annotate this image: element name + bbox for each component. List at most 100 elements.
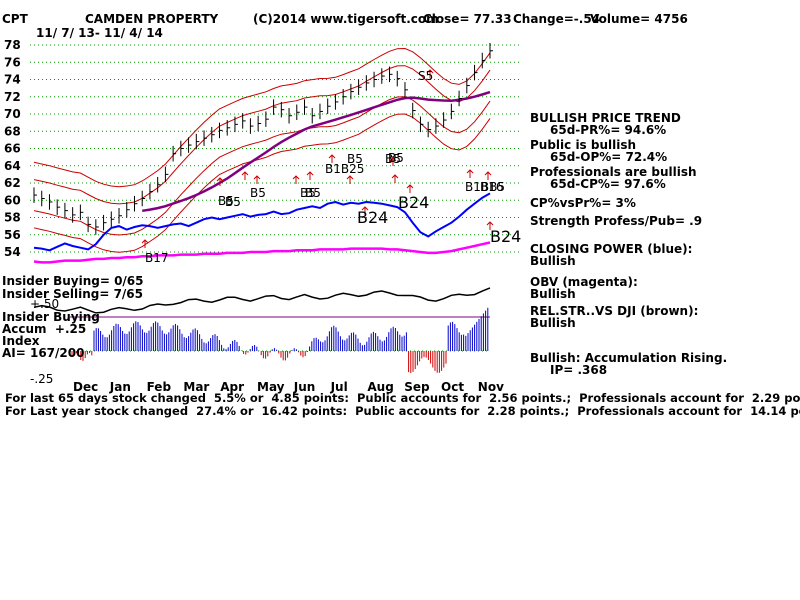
- footer-line-1: For last 65 days stock changed 5.5% or 4…: [5, 391, 800, 405]
- lower-band: [33, 113, 491, 253]
- obv-state: Bullish: [530, 287, 576, 301]
- professionals-bullish: Professionals are bullish: [530, 165, 697, 179]
- relstr-label: REL.STR..VS DJI (brown):: [530, 304, 699, 318]
- signal-arrowhead: [426, 69, 434, 74]
- y-tick-label: 72: [4, 90, 21, 104]
- y-tick-label: 58: [4, 211, 21, 225]
- signal-arrowhead: [141, 239, 149, 244]
- signal-arrowhead: [361, 206, 369, 211]
- y-tick-label: 60: [4, 193, 21, 207]
- x-tick-label: Jan: [109, 380, 131, 394]
- upper-band: [33, 47, 491, 188]
- public-bullish: Public is bullish: [530, 138, 637, 152]
- obv-line: [33, 241, 491, 264]
- inner-upper-band: [33, 65, 491, 205]
- company-name: CAMDEN PROPERTY: [85, 12, 219, 26]
- x-tick-label: Oct: [441, 380, 464, 394]
- insider-buying-top: Insider Buying= 0/65: [2, 274, 144, 288]
- y-axis-labels: 54 56 58 60 62 64 66 68 70 72 74 76 78: [4, 38, 21, 259]
- signal-arrowhead: [389, 157, 397, 162]
- signal-arrowhead: [328, 154, 336, 159]
- signal-arrowhead: [466, 169, 474, 174]
- signal-label: B5: [347, 152, 363, 166]
- change-value: Change=-.54: [513, 12, 601, 26]
- cpvspr-value: CP%vsPr%= 3%: [530, 196, 636, 210]
- signal-label: B24: [398, 193, 429, 212]
- y-tick-label: 66: [4, 142, 21, 156]
- moving-average-line: [142, 90, 491, 213]
- signal-arrowhead: [391, 174, 399, 179]
- x-tick-label: Feb: [147, 380, 172, 394]
- signal-label: S5: [418, 69, 433, 83]
- op-value: 65d-OP%= 72.4%: [550, 150, 668, 164]
- copyright-text: (C)2014 www.tigersoft.com: [253, 12, 439, 26]
- price-bars: [33, 43, 493, 235]
- bullish-price-trend: BULLISH PRICE TREND: [530, 111, 681, 125]
- signal-label: B1BB5: [465, 180, 505, 194]
- signal-arrowhead: [253, 175, 261, 180]
- volume-value: Volume= 4756: [590, 12, 688, 26]
- signal-arrowhead: [241, 171, 249, 176]
- signal-arrowhead: [306, 171, 314, 176]
- signal-label: B24: [357, 208, 388, 227]
- y-tick-label: 68: [4, 124, 21, 138]
- chart-gridlines: [30, 44, 520, 352]
- ip-value: IP= .368: [550, 363, 608, 377]
- accum-minus25: -.25: [30, 372, 54, 386]
- accum-label: Accum +.25: [2, 322, 87, 336]
- closing-power-label: CLOSING POWER (blue):: [530, 242, 693, 256]
- x-tick-label: Jun: [293, 380, 316, 394]
- x-tick-label: Dec: [73, 380, 98, 394]
- closing-power-state: Bullish: [530, 254, 576, 268]
- signal-arrowhead: [484, 171, 492, 176]
- relstr-line: [33, 287, 491, 314]
- cp-value: 65d-CP%= 97.6%: [550, 177, 666, 191]
- signal-label: B5: [305, 186, 321, 200]
- inner-lower-band: [33, 96, 491, 236]
- signal-arrowhead: [346, 175, 354, 180]
- obv-label: OBV (magenta):: [530, 275, 638, 289]
- x-tick-label: Mar: [183, 380, 209, 394]
- close-value: Close= 77.33: [423, 12, 512, 26]
- x-tick-label: May: [257, 380, 285, 394]
- signal-label: B5: [300, 186, 316, 200]
- trading-bands: [33, 47, 491, 253]
- y-tick-label: 62: [4, 176, 21, 190]
- x-tick-label: Nov: [478, 380, 504, 394]
- signal-label: B24: [490, 227, 521, 246]
- signal-arrowhead: [406, 184, 414, 189]
- x-tick-label: Apr: [220, 380, 244, 394]
- relstr-state: Bullish: [530, 316, 576, 330]
- footer-line-2: For Last year stock changed 27.4% or 16.…: [5, 404, 800, 418]
- accum-plus50: +.50: [30, 297, 60, 311]
- y-tick-label: 54: [4, 245, 21, 259]
- x-tick-label: Aug: [367, 380, 393, 394]
- pr-value: 65d-PR%= 94.6%: [550, 123, 667, 137]
- y-tick-label: 78: [4, 38, 21, 52]
- signal-label: B5: [218, 194, 234, 208]
- signal-label: B16: [480, 180, 504, 194]
- x-axis-labels: Dec Jan Feb Mar Apr May Jun Jul Aug Sep Oct Nov: [73, 380, 504, 394]
- y-tick-label: 70: [4, 107, 21, 121]
- closing-power-line: [33, 192, 491, 252]
- y-tick-label: 64: [4, 159, 21, 173]
- strength-value: Strength Profess/Pub= .9: [530, 214, 703, 228]
- insider-buying: Insider Buying: [2, 310, 100, 324]
- signal-label: B5: [225, 195, 241, 209]
- signal-arrowhead: [486, 221, 494, 226]
- signal-label: B5: [388, 151, 404, 165]
- y-tick-label: 56: [4, 228, 21, 242]
- insider-selling: Insider Selling= 7/65: [2, 287, 144, 301]
- accumulation-histogram: [71, 307, 489, 373]
- y-tick-label: 76: [4, 55, 21, 69]
- ticker-label: CPT: [2, 12, 28, 26]
- signal-arrowhead: [216, 177, 224, 182]
- x-tick-label: Jul: [330, 380, 348, 394]
- index-label: Index: [2, 334, 40, 348]
- ai-value: AI= 167/200: [2, 346, 85, 360]
- signal-label: B5: [385, 152, 401, 166]
- date-range: 11/ 7/ 13- 11/ 4/ 14: [36, 26, 163, 40]
- signal-label: B17: [145, 251, 169, 265]
